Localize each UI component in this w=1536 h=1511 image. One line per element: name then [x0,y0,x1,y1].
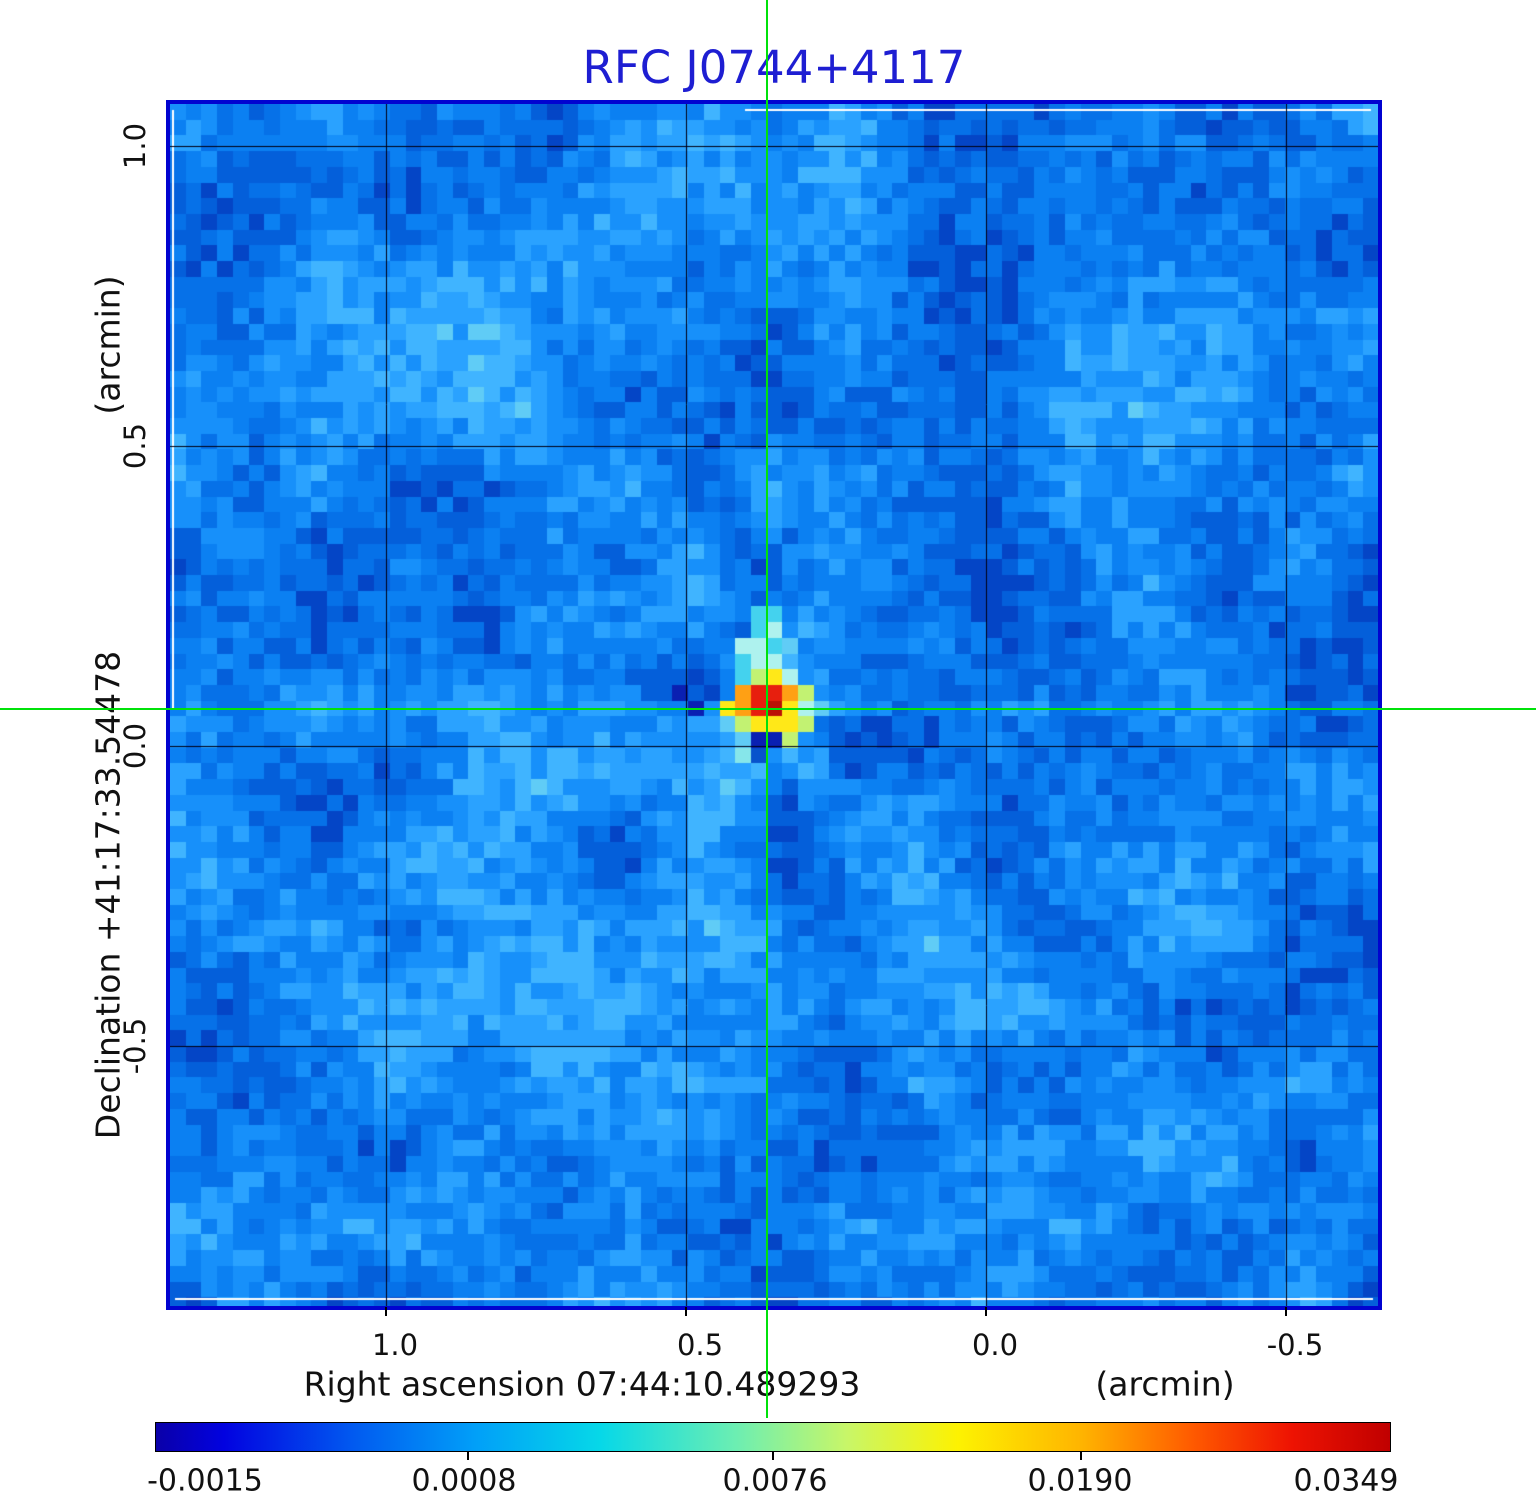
x-tick-label: 0.0 [971,1328,1019,1362]
colorbar-value-label: 0.0076 [722,1463,828,1499]
x-tick-label: 1.0 [371,1328,419,1362]
y-tick-label: -0.5 [118,1017,152,1075]
x-axis-tick-mark [985,1307,987,1316]
right-ascension-axis-label: Right ascension 07:44:10.489293 [303,1364,861,1404]
crosshair-horizontal-line [0,708,1536,710]
sky-map-canvas [170,104,1378,1306]
y-tick-label: 1.0 [118,122,152,170]
x-axis-tick-mark [385,1307,387,1316]
colorbar-value-label: 0.0190 [1027,1463,1133,1499]
colorbar-value-label: 0.0008 [411,1463,517,1499]
y-tick-label: 0.0 [118,722,152,770]
colorbar-tick-mark [1080,1452,1082,1460]
y-axis-unit-label: (arcmin) [88,275,128,415]
colorbar-tick-mark [467,1452,469,1460]
colorbar [155,1422,1391,1452]
x-axis-tick-mark [685,1307,687,1316]
x-axis-unit-label: (arcmin) [1095,1364,1235,1404]
colorbar-tick-mark [772,1452,774,1460]
y-tick-label: 0.5 [118,422,152,470]
figure-title: RFC J0744+4117 [582,41,966,94]
x-axis-tick-mark [1285,1307,1287,1316]
colorbar-value-label: -0.0015 [147,1463,263,1499]
x-tick-label: 0.5 [676,1328,724,1362]
colorbar-value-label: 0.0349 [1293,1463,1399,1499]
x-tick-label: -0.5 [1266,1328,1324,1362]
map-frame [166,100,1382,1310]
